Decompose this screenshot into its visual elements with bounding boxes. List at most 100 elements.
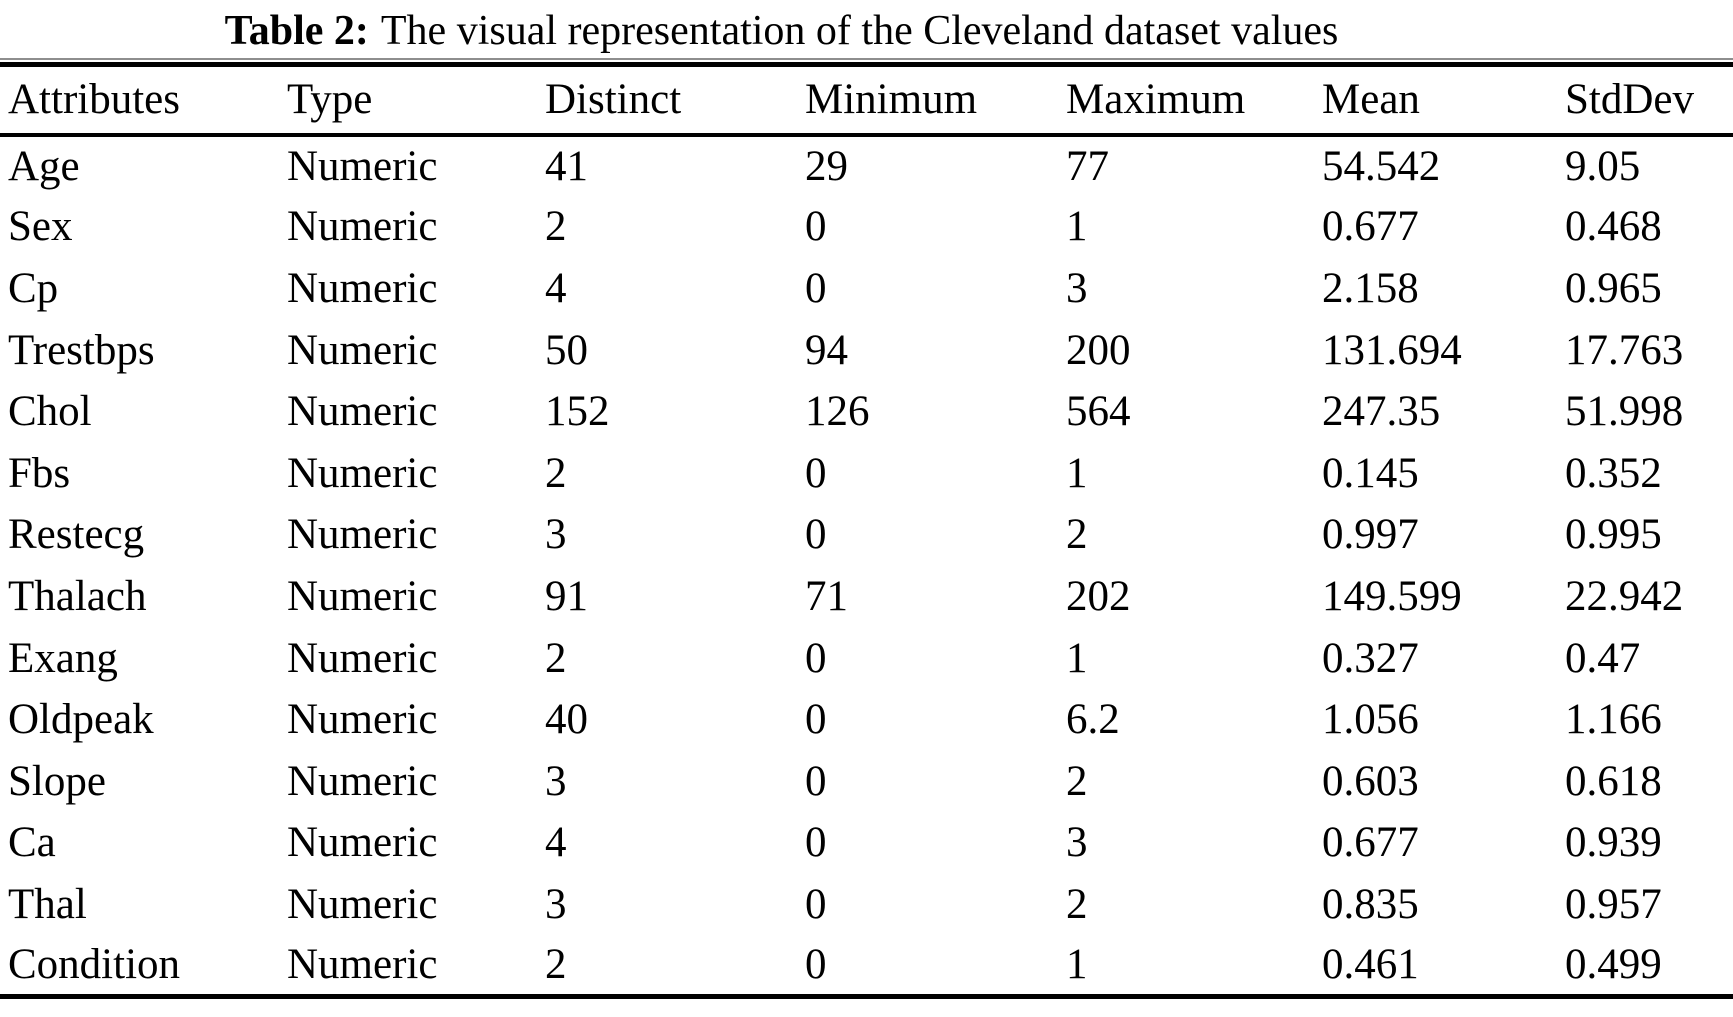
table-row: Sex Numeric 2 0 1 0.677 0.468 (0, 196, 1733, 258)
column-header: Minimum (805, 64, 1066, 137)
value-cell: 131.694 (1322, 326, 1462, 374)
value-cell: 1.056 (1322, 696, 1419, 744)
value-cell: Numeric (287, 203, 438, 251)
attribute-name-cell: Fbs (8, 449, 71, 497)
value-cell: 22.942 (1565, 572, 1684, 620)
value-cell: 564 (1066, 388, 1131, 436)
top-rule-thin (0, 58, 1733, 60)
value-cell: 77 (1066, 142, 1109, 190)
value-cell: Numeric (287, 757, 438, 805)
attribute-name-cell: Oldpeak (8, 696, 154, 744)
value-cell: 0.835 (1322, 880, 1419, 928)
value-cell: 17.763 (1565, 326, 1684, 374)
value-cell: 202 (1066, 572, 1131, 620)
value-cell: 71 (805, 572, 848, 620)
column-header: Attributes (0, 64, 287, 137)
value-cell: 0.327 (1322, 634, 1419, 682)
value-cell: 3 (545, 880, 567, 928)
value-cell: 4 (545, 264, 567, 312)
table-body: Age Numeric 41 29 77 54.542 9.05 Sex Numeric 2 0 1 0… (0, 135, 1733, 997)
value-cell: 3 (1066, 264, 1088, 312)
value-cell: Numeric (287, 449, 438, 497)
table-caption-label: Table 2: (224, 8, 369, 54)
value-cell: 1 (1066, 634, 1088, 682)
attribute-name-cell: Restecg (8, 511, 145, 559)
value-cell: Numeric (287, 941, 438, 989)
value-cell: 0 (805, 819, 827, 867)
value-cell: Numeric (287, 819, 438, 867)
value-cell: 1 (1066, 941, 1088, 989)
value-cell: 0.461 (1322, 941, 1419, 989)
value-cell: 0.995 (1565, 511, 1662, 559)
value-cell: 1.166 (1565, 696, 1662, 744)
table-caption-text: The visual representation of the Clevela… (380, 8, 1339, 54)
value-cell: 2 (545, 634, 567, 682)
table-row: Ca Numeric 4 0 3 0.677 0.939 (0, 812, 1733, 874)
value-cell: Numeric (287, 634, 438, 682)
value-cell: Numeric (287, 880, 438, 928)
value-cell: Numeric (287, 142, 438, 190)
value-cell: 0.618 (1565, 757, 1662, 805)
value-cell: 0.468 (1565, 203, 1662, 251)
attribute-name-cell: Exang (8, 634, 118, 682)
value-cell: 0.145 (1322, 449, 1419, 497)
value-cell: 41 (545, 142, 588, 190)
column-header: Distinct (545, 64, 805, 137)
value-cell: 3 (545, 511, 567, 559)
value-cell: Numeric (287, 326, 438, 374)
value-cell: 247.35 (1322, 388, 1441, 436)
attribute-name-cell: Chol (8, 388, 92, 436)
value-cell: 0 (805, 757, 827, 805)
table-row: Oldpeak Numeric 40 0 6.2 1.056 1.166 (0, 689, 1733, 751)
table-row: Age Numeric 41 29 77 54.542 9.05 (0, 135, 1733, 197)
value-cell: 2 (545, 941, 567, 989)
value-cell: 1 (1066, 449, 1088, 497)
attribute-name-cell: Cp (8, 264, 59, 312)
attribute-name-cell: Ca (8, 819, 56, 867)
column-header: StdDev (1565, 64, 1733, 137)
value-cell: 2 (545, 203, 567, 251)
value-cell: 2 (1066, 757, 1088, 805)
table-row: Chol Numeric 152 126 564 247.35 51.998 (0, 381, 1733, 443)
value-cell: 0 (805, 264, 827, 312)
attribute-name-cell: Age (8, 142, 80, 190)
value-cell: 0.957 (1565, 880, 1662, 928)
value-cell: 50 (545, 326, 588, 374)
value-cell: 0 (805, 941, 827, 989)
value-cell: 91 (545, 572, 588, 620)
value-cell: Numeric (287, 696, 438, 744)
attribute-name-cell: Trestbps (8, 326, 155, 374)
table-row: Trestbps Numeric 50 94 200 131.694 17.763 (0, 319, 1733, 381)
attribute-name-cell: Slope (8, 757, 106, 805)
table-row: Thal Numeric 3 0 2 0.835 0.957 (0, 874, 1733, 936)
table-row: Slope Numeric 3 0 2 0.603 0.618 (0, 750, 1733, 812)
table-row: Exang Numeric 2 0 1 0.327 0.47 (0, 627, 1733, 689)
table-row: Condition Numeric 2 0 1 0.461 0.499 (0, 935, 1733, 997)
attribute-name-cell: Thalach (8, 572, 147, 620)
value-cell: 94 (805, 326, 848, 374)
value-cell: Numeric (287, 572, 438, 620)
attribute-name-cell: Sex (8, 203, 73, 251)
value-cell: 126 (805, 388, 870, 436)
value-cell: 3 (545, 757, 567, 805)
value-cell: 9.05 (1565, 142, 1641, 190)
value-cell: 54.542 (1322, 142, 1441, 190)
table-row: Thalach Numeric 91 71 202 149.599 22.942 (0, 566, 1733, 628)
value-cell: 0.939 (1565, 819, 1662, 867)
column-header: Maximum (1066, 64, 1322, 137)
dataset-statistics-table: Attributes Type Distinct Minimum Maximum Mean… (0, 62, 1733, 1000)
value-cell: 0.677 (1322, 203, 1419, 251)
value-cell: 0 (805, 880, 827, 928)
column-header: Mean (1322, 64, 1565, 137)
value-cell: 0 (805, 511, 827, 559)
value-cell: 0.47 (1565, 634, 1641, 682)
attribute-name-cell: Thal (8, 880, 87, 928)
value-cell: 0.603 (1322, 757, 1419, 805)
value-cell: 2.158 (1322, 264, 1419, 312)
value-cell: 0.677 (1322, 819, 1419, 867)
value-cell: 3 (1066, 819, 1088, 867)
value-cell: 0 (805, 696, 827, 744)
value-cell: 149.599 (1322, 572, 1462, 620)
table-row: Restecg Numeric 3 0 2 0.997 0.995 (0, 504, 1733, 566)
value-cell: 2 (1066, 880, 1088, 928)
